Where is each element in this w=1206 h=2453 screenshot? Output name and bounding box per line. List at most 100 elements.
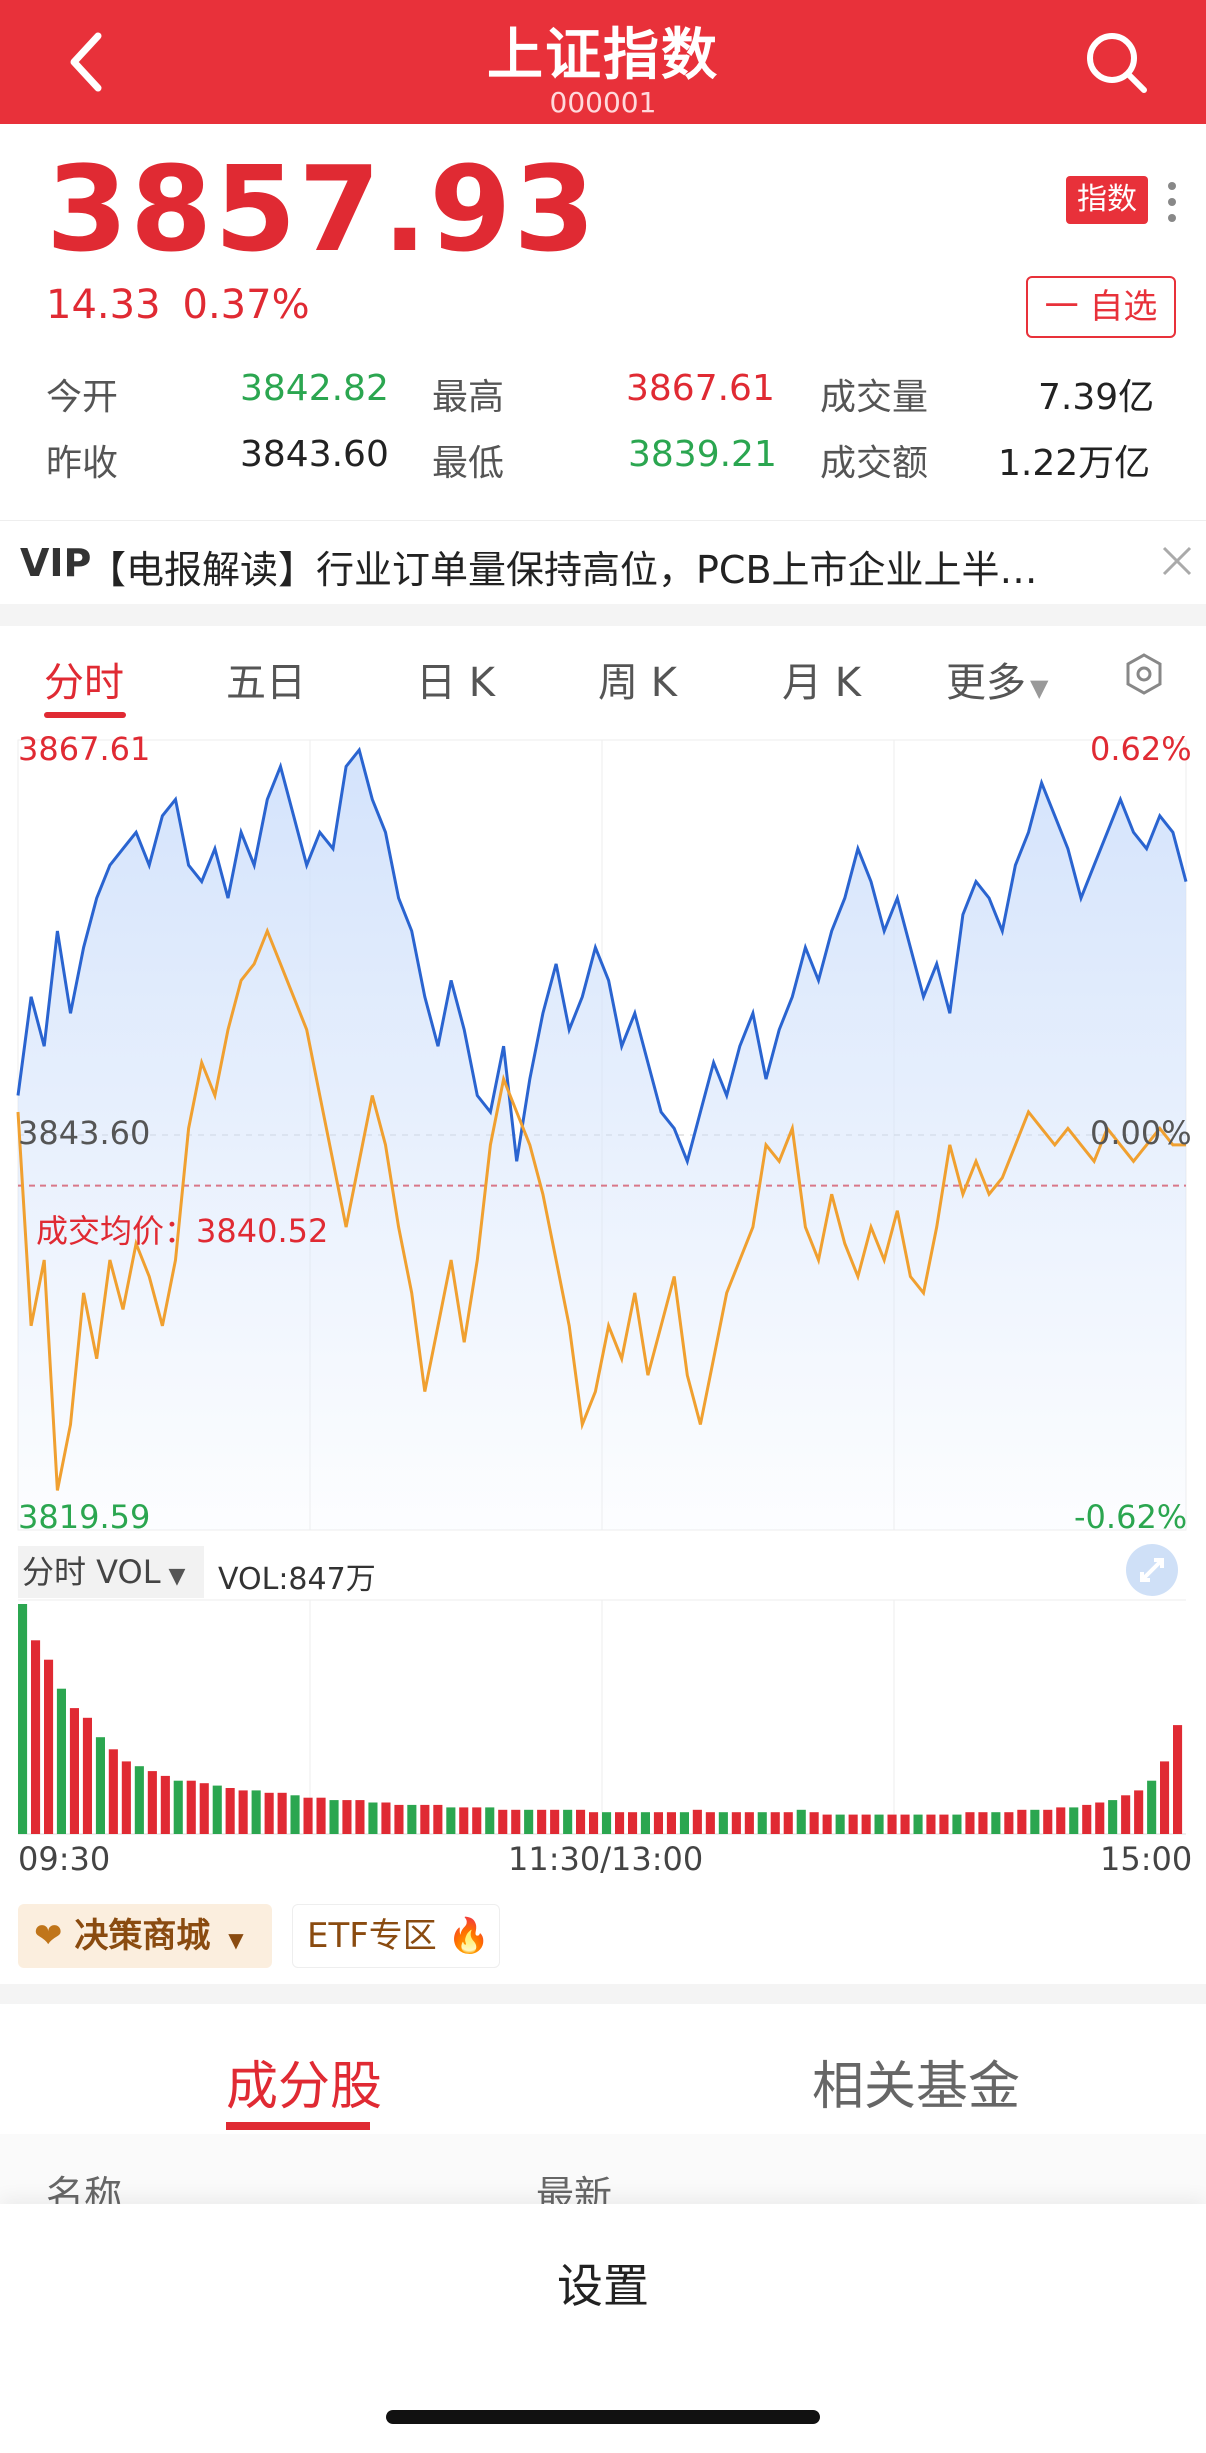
tab-related-funds[interactable]: 相关基金	[812, 2057, 1021, 2117]
volume-bar	[900, 1814, 910, 1834]
volume-bar	[744, 1812, 754, 1834]
volume-bar	[809, 1812, 819, 1834]
volume-selector[interactable]: 分时 VOL ▼	[18, 1546, 204, 1598]
tab-daily-k[interactable]: 日 K	[416, 660, 495, 706]
volume-bar	[1147, 1780, 1157, 1834]
volume-bar	[1108, 1800, 1118, 1834]
volume-bar	[212, 1785, 222, 1834]
table-header: 名称 最新	[0, 2134, 1206, 2217]
volume-bar	[459, 1807, 469, 1834]
caret-down-icon: ▼	[228, 1928, 244, 1952]
vip-label: VIP	[20, 541, 92, 585]
settings-icon[interactable]	[1122, 652, 1166, 696]
volume-bar	[796, 1809, 806, 1834]
current-price: 3857.93	[46, 140, 598, 278]
y-bottom-label: 3819.59	[18, 1498, 151, 1536]
volume-bar	[511, 1809, 521, 1834]
volume-bar	[563, 1809, 573, 1834]
amount-value: 1.22万亿	[998, 443, 1151, 484]
volume-bar	[666, 1812, 676, 1834]
volume-bar	[576, 1809, 586, 1834]
search-icon[interactable]	[1078, 24, 1158, 104]
volume-value: 7.39亿	[1038, 377, 1155, 418]
volume-bar	[692, 1809, 702, 1834]
volume-bar	[602, 1812, 612, 1834]
tab-monthly-k[interactable]: 月 K	[782, 660, 861, 706]
section-divider	[0, 604, 1206, 626]
price-line	[16, 746, 1188, 1167]
low-label: 最低	[432, 443, 505, 484]
section-divider	[0, 1984, 1206, 2004]
volume-bar	[44, 1659, 54, 1834]
volume-bar	[589, 1812, 599, 1834]
volume-bar	[342, 1800, 352, 1834]
etf-zone-button[interactable]: ETF专区 🔥	[292, 1904, 500, 1968]
volume-bar	[926, 1814, 936, 1834]
volume-bar	[108, 1749, 118, 1834]
volume-bar	[550, 1809, 560, 1834]
volume-bar	[95, 1737, 105, 1834]
home-indicator[interactable]	[386, 2410, 820, 2424]
decision-mall-button[interactable]: ❤ 决策商城 ▼	[18, 1904, 272, 1968]
volume-bar	[1069, 1807, 1079, 1834]
volume-bar	[887, 1814, 897, 1834]
volume-bar	[355, 1800, 365, 1834]
x-tick-end: 15:00	[1100, 1840, 1193, 1878]
volume-bar	[718, 1812, 728, 1834]
bottom-tabs: 成分股 相关基金	[0, 2004, 1206, 2138]
tab-weekly-k[interactable]: 周 K	[598, 660, 677, 706]
volume-selector-label: 分时 VOL	[22, 1553, 161, 1591]
bottom-tab-indicator	[226, 2122, 370, 2130]
volume-bar	[1056, 1807, 1066, 1834]
page-title: 上证指数	[487, 23, 719, 88]
tab-intraday[interactable]: 分时	[44, 660, 124, 706]
add-watchlist-button[interactable]: 一 自选	[1026, 276, 1176, 338]
volume-bar	[1173, 1725, 1183, 1834]
more-vertical-icon[interactable]	[1162, 178, 1182, 226]
volume-bar	[757, 1812, 767, 1834]
intraday-chart[interactable]	[0, 0, 1206, 2000]
change-value: 14.33	[46, 282, 161, 328]
volume-bar	[978, 1812, 988, 1834]
volume-bar	[69, 1708, 79, 1834]
fullscreen-icon[interactable]	[1124, 1542, 1180, 1598]
volume-bar	[56, 1688, 66, 1834]
volume-bar	[225, 1788, 235, 1834]
volume-bar	[835, 1814, 845, 1834]
volume-bar	[446, 1807, 456, 1834]
top-header: 上证指数 000001	[0, 0, 1206, 124]
caret-down-icon: ▼	[1030, 674, 1049, 702]
volume-bar	[1043, 1809, 1053, 1834]
volume-bar	[770, 1812, 780, 1834]
price-area	[18, 750, 1186, 1530]
tab-more-label: 更多	[946, 660, 1026, 706]
volume-bar	[1082, 1804, 1092, 1834]
volume-bar	[783, 1812, 793, 1834]
volume-bar	[1160, 1761, 1170, 1834]
active-tab-indicator	[44, 712, 126, 718]
volume-bar	[160, 1775, 170, 1834]
volume-bar	[1017, 1809, 1027, 1834]
x-tick-mid: 11:30/13:00	[508, 1840, 704, 1878]
volume-bar	[1134, 1790, 1144, 1834]
volume-bar	[952, 1814, 962, 1834]
volume-bar	[1004, 1812, 1014, 1834]
news-ticker[interactable]: VIP 【电报解读】行业订单量保持高位，PCB上市企业上半…	[0, 520, 1206, 604]
settings-sheet-title[interactable]: 设置	[557, 2259, 649, 2313]
volume-bar	[472, 1807, 482, 1834]
volume-bar	[1030, 1809, 1040, 1834]
volume-bar	[965, 1812, 975, 1834]
volume-bar	[173, 1780, 183, 1834]
volume-bar	[18, 1604, 28, 1834]
flame-icon: 🔥	[447, 1916, 490, 1956]
volume-bar	[913, 1814, 923, 1834]
tab-five-day[interactable]: 五日	[226, 660, 306, 706]
tab-components[interactable]: 成分股	[226, 2057, 383, 2117]
pct-top-label: 0.62%	[1090, 730, 1192, 768]
index-badge: 指数	[1066, 176, 1148, 224]
tab-more[interactable]: 更多 ▼	[946, 650, 1048, 708]
close-icon[interactable]	[1160, 544, 1194, 578]
volume-bar	[31, 1640, 41, 1834]
chevron-left-icon[interactable]	[52, 22, 132, 102]
volume-bar	[498, 1809, 508, 1834]
